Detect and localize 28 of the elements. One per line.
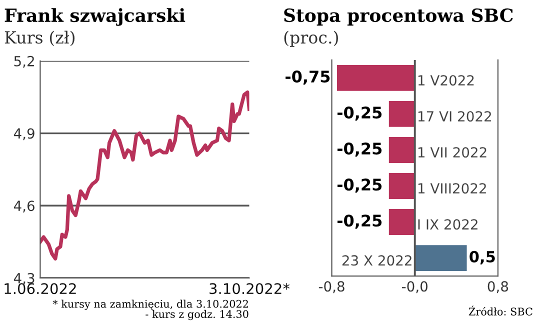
chart-title: Stopa procentowa SBC bbox=[284, 8, 513, 26]
y-tick-label: 4,3 bbox=[14, 272, 34, 285]
chart-title: Frank szwajcarski bbox=[4, 8, 186, 26]
x-tick-label: 0,8 bbox=[488, 281, 508, 294]
chart-subtitle: (proc.) bbox=[284, 30, 338, 47]
x-tick-label: 3.10.2022* bbox=[210, 283, 290, 294]
data-label: -0,25 bbox=[338, 142, 382, 157]
data-label: -0,25 bbox=[338, 214, 382, 229]
line-series bbox=[40, 90, 250, 260]
y-tick-label: 5,2 bbox=[14, 56, 34, 68]
text: Źródło: SBC bbox=[468, 306, 532, 316]
y-tick-label: 23 X 2022 bbox=[342, 255, 412, 266]
y-tick-label: 17 VI 2022 bbox=[418, 111, 491, 122]
chart-subtitle: Kurs (zł) bbox=[4, 30, 74, 46]
data-label: -0,25 bbox=[338, 178, 382, 193]
x-tick-label: -0,0 bbox=[402, 281, 428, 294]
data-label: 0,5 bbox=[470, 250, 495, 264]
y-tick-label: 1 VII 2022 bbox=[418, 147, 486, 158]
x-tick-label: 1.06.2022 bbox=[4, 283, 76, 294]
y-tick-label: I IX 2022 bbox=[418, 219, 478, 230]
y-tick-label: 4,6 bbox=[14, 200, 34, 213]
y-tick-label: 4,9 bbox=[14, 128, 34, 140]
y-tick-label: 1 VIII2022 bbox=[418, 183, 486, 194]
data-label: -0,75 bbox=[286, 70, 330, 85]
x-tick-label: -0,8 bbox=[318, 281, 344, 294]
text: * kursy na zamknięciu, dla 3.10.2022 - kurs z godz. 14.30 bbox=[52, 300, 248, 320]
y-tick-label: 1 V2022 bbox=[418, 75, 474, 86]
data-label: -0,25 bbox=[338, 106, 382, 121]
